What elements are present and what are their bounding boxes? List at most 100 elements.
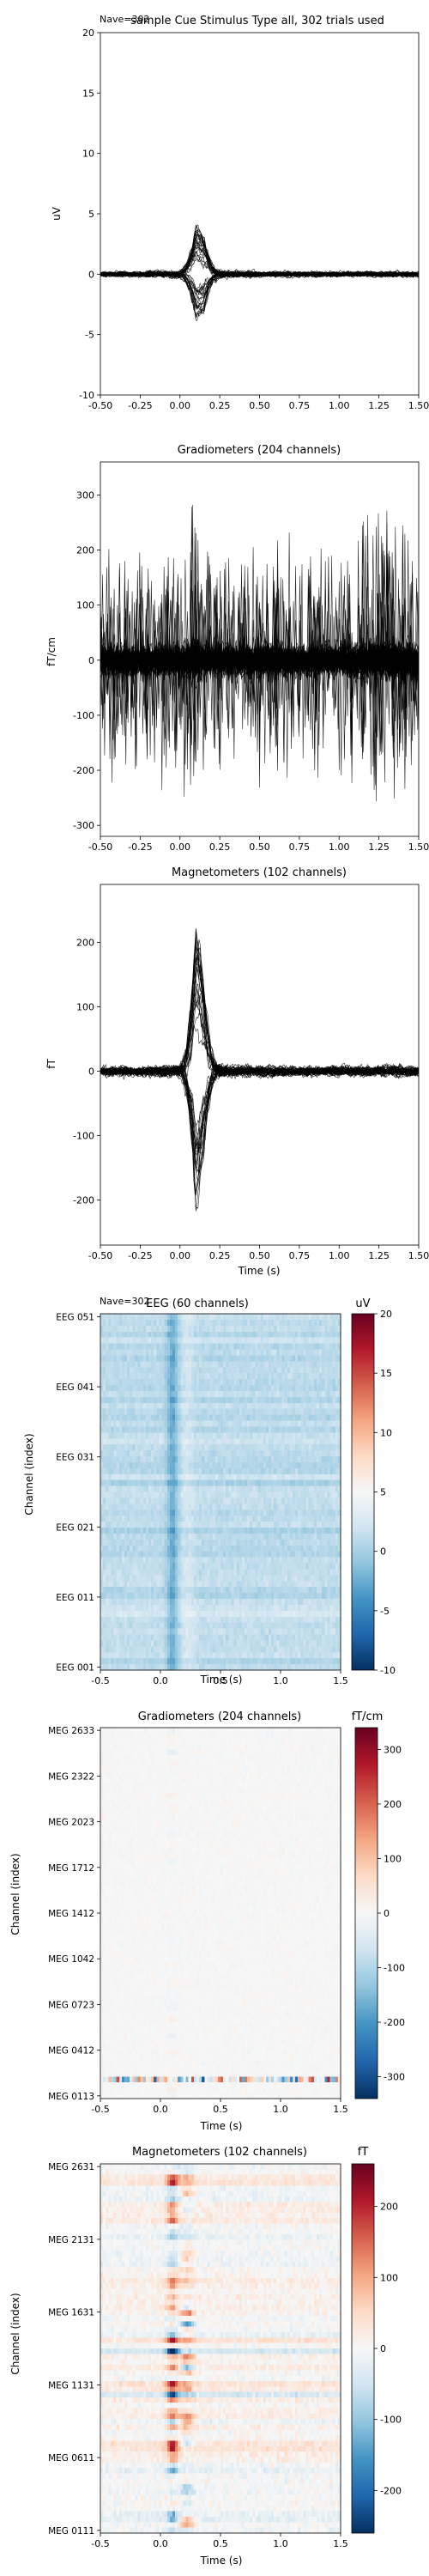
heatmap-cell — [327, 1610, 330, 1618]
heatmap-cell — [298, 1349, 301, 1356]
heatmap-cell — [190, 1355, 195, 1362]
heatmap-cell — [265, 1498, 269, 1504]
heatmap-cell — [130, 1385, 133, 1392]
heatmap-cell — [145, 1319, 149, 1327]
heatmap-cell — [265, 1604, 269, 1612]
heatmap-cell — [231, 1461, 234, 1469]
heatmap-cell — [193, 1343, 197, 1350]
heatmap-cell — [260, 1522, 264, 1528]
trace-line — [100, 1064, 419, 1169]
heatmap-cell — [124, 1456, 128, 1463]
heatmap-cell — [130, 1587, 133, 1594]
heatmap-cell — [142, 1361, 147, 1368]
heatmap-cell — [317, 1528, 320, 1534]
heatmap-cell — [154, 1575, 157, 1582]
heatmap-cell — [217, 1331, 221, 1339]
heatmap-cell — [108, 1319, 112, 1327]
heatmap-cell — [151, 1581, 154, 1588]
heatmap-cell — [169, 1373, 173, 1380]
heatmap-cell — [263, 1337, 267, 1344]
heatmap-cell — [161, 1528, 166, 1534]
heatmap-cell — [183, 1528, 186, 1534]
heatmap-cell — [269, 1498, 272, 1504]
heatmap-cell — [121, 1569, 125, 1576]
heatmap-cell — [335, 1355, 339, 1362]
heatmap-cell — [175, 1379, 178, 1386]
heatmap-cell — [190, 1528, 195, 1534]
heatmap-cell — [121, 1349, 125, 1356]
heatmap-cell — [252, 1414, 256, 1421]
heatmap-cell — [214, 1414, 219, 1421]
heatmap-cell — [214, 1467, 219, 1475]
heatmap-cell — [161, 1604, 166, 1612]
heatmap-cell — [130, 1319, 133, 1327]
heatmap-cell — [252, 1438, 256, 1445]
heatmap-cell — [169, 1563, 173, 1570]
heatmap-cell — [279, 1402, 282, 1410]
heatmap-cell — [295, 1325, 299, 1333]
heatmap-cell — [260, 1545, 264, 1552]
heatmap-cell — [226, 1575, 229, 1582]
heatmap-cell — [190, 1563, 195, 1570]
heatmap-cell — [317, 1361, 320, 1368]
heatmap-cell — [241, 1402, 245, 1410]
heatmap-cell — [324, 1456, 328, 1463]
heatmap-cell — [317, 1539, 320, 1546]
heatmap-cell — [327, 1408, 330, 1415]
heatmap-cell — [130, 1343, 133, 1350]
heatmap-cell — [263, 1343, 267, 1350]
heatmap-cell — [239, 1461, 243, 1469]
heatmap-cell — [214, 1533, 219, 1540]
heatmap-cell — [172, 1456, 176, 1463]
butterfly-2-plot: -0.50 -0.25 0.00 0.25 0.50 0.75 1.00 1.25 1.50-2… — [73, 884, 429, 1261]
heatmap-cell — [257, 1563, 262, 1570]
heatmap-cell — [298, 1587, 301, 1594]
heatmap-cell — [223, 1473, 227, 1481]
heatmap-cell — [335, 1444, 339, 1451]
heatmap-cell — [252, 1539, 256, 1546]
heatmap-cell — [293, 1492, 296, 1498]
heatmap-cell — [279, 1367, 282, 1374]
heatmap-cell — [209, 1522, 214, 1528]
heatmap-cell — [159, 1593, 162, 1600]
heatmap-cell — [311, 1461, 315, 1469]
heatmap-cell — [135, 1479, 138, 1486]
heatmap-cell — [202, 1610, 205, 1618]
heatmap-cell — [303, 1444, 306, 1451]
heatmap-cell — [151, 1319, 154, 1327]
heatmap-cell — [212, 1432, 216, 1439]
heatmap-cell — [300, 1314, 304, 1321]
heatmap-cell — [313, 1420, 317, 1427]
heatmap-cell — [111, 1408, 114, 1415]
heatmap-cell — [137, 1373, 142, 1380]
heatmap-cell — [293, 1319, 296, 1327]
heatmap-cell — [322, 1444, 325, 1451]
heatmap-cell — [175, 1485, 178, 1492]
heatmap-cell — [289, 1438, 293, 1445]
heatmap-cell — [281, 1314, 286, 1321]
heatmap-cell — [284, 1528, 288, 1534]
heatmap-cell — [166, 1414, 171, 1421]
heatmap-cell — [209, 1616, 214, 1624]
heatmap-cell — [269, 1367, 272, 1374]
heatmap-cell — [111, 1504, 114, 1510]
heatmap-cell — [118, 1390, 123, 1398]
heatmap-cell — [300, 1420, 304, 1427]
heatmap-cell — [116, 1557, 120, 1564]
heatmap-cell — [324, 1504, 328, 1510]
heatmap-cell — [164, 1581, 168, 1588]
heatmap-cell — [178, 1355, 181, 1362]
heatmap-cell — [337, 1420, 341, 1427]
heatmap-cell — [295, 1444, 299, 1451]
heatmap-cell — [252, 1361, 256, 1368]
heatmap-cell — [214, 1498, 219, 1504]
heatmap-cell — [274, 1420, 277, 1427]
heatmap-cell — [250, 1504, 253, 1510]
heatmap-cell — [161, 1498, 166, 1504]
heatmap-cell — [298, 1599, 301, 1606]
heatmap-cell — [257, 1610, 262, 1618]
heatmap-cell — [164, 1516, 168, 1522]
heatmap-cell — [274, 1593, 277, 1600]
heatmap-cell — [116, 1610, 120, 1618]
heatmap-cell — [332, 1361, 336, 1368]
